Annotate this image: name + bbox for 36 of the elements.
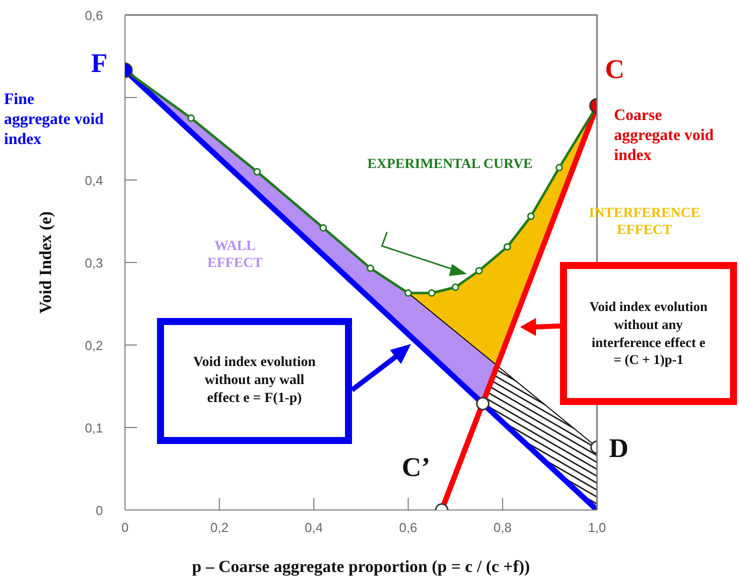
annotation: F — [91, 48, 108, 80]
y-tick-label: 0,4 — [84, 173, 103, 188]
x-axis-title: p – Coarse aggregate proportion (p = c / (c +f)) — [192, 557, 530, 576]
series-label: EXPERIMENTAL CURVE — [366, 156, 534, 174]
y-tick-label: 0,6 — [84, 8, 103, 23]
point — [475, 267, 483, 274]
text: Fine aggregate void index — [4, 90, 104, 150]
annotation: C’ — [402, 452, 430, 483]
point — [504, 243, 512, 251]
y-tick-label: 0 — [96, 503, 103, 518]
point — [319, 224, 327, 232]
x-tick-label: 1,0 — [588, 520, 606, 535]
y-tick-label: 0,1 — [84, 420, 103, 436]
y-tick-label: 0,3 — [84, 256, 103, 270]
text: Coarse aggregate void index — [614, 106, 714, 166]
x-tick-label: 0,4 — [304, 520, 323, 535]
point — [404, 289, 412, 297]
y-tick-label: 0,2 — [84, 338, 103, 353]
x-tick-label: 0,8 — [494, 520, 512, 535]
annotation: Void index evolution without any interference effect e = (C + 1)p-1 — [588, 298, 709, 369]
point — [428, 289, 436, 297]
point — [555, 164, 563, 172]
y-axis-title: Void Index (e) — [36, 211, 56, 314]
x-tick-label: 0,2 — [210, 520, 228, 535]
x-tick-label: 0,6 — [399, 520, 418, 535]
point — [253, 168, 261, 176]
point — [452, 284, 460, 291]
annotation: WALL EFFECT — [206, 238, 264, 273]
annotation: INTERFERENCE EFFECT — [588, 204, 702, 240]
point — [366, 264, 374, 272]
annotation: D — [609, 433, 628, 464]
annotation: C — [605, 54, 624, 85]
point — [187, 114, 195, 122]
point — [527, 212, 535, 220]
x-tick-label: 0 — [121, 520, 129, 535]
annotation: Void index evolution without any wall effect e = F(1-p) — [193, 354, 316, 408]
